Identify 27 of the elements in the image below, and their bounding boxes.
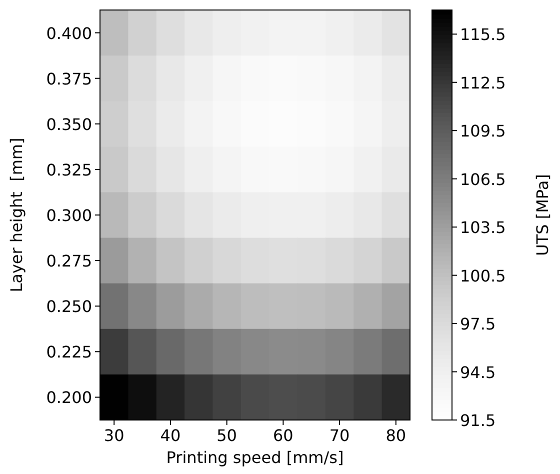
y-tick-label: 0.275 xyxy=(46,252,92,271)
y-tick-label: 0.350 xyxy=(46,114,92,134)
x-tick-label: 60 xyxy=(273,426,294,445)
y-tick-label: 0.250 xyxy=(46,297,92,316)
y-tick-label: 0.400 xyxy=(46,24,92,43)
y-tick-label: 0.300 xyxy=(46,206,92,225)
color-bar-label: 100.5 xyxy=(460,266,506,286)
color-bar-label: 109.5 xyxy=(460,122,506,141)
color-bar-title: UTS [MPa] xyxy=(533,174,552,256)
color-bar-label: 94.5 xyxy=(460,362,496,382)
color-bar-label: 91.5 xyxy=(460,411,496,430)
x-tick-label: 50 xyxy=(216,426,237,445)
x-tick-label: 30 xyxy=(104,426,124,445)
y-tick-label: 0.375 xyxy=(46,69,92,88)
color-bar-label: 103.5 xyxy=(460,218,506,238)
x-tick-label: 80 xyxy=(386,426,406,445)
color-bar-label: 112.5 xyxy=(460,73,506,92)
y-tick-label: 0.200 xyxy=(46,388,92,408)
y-tick-label: 0.325 xyxy=(46,160,92,180)
x-axis-title: Printing speed [mm/s] xyxy=(166,448,344,467)
color-bar-label: 106.5 xyxy=(460,170,506,189)
y-tick-label: 0.225 xyxy=(46,342,92,362)
color-bar-label: 97.5 xyxy=(460,314,496,334)
color-bar-label: 115.5 xyxy=(460,25,506,44)
x-tick-label: 70 xyxy=(329,426,350,445)
x-tick-label: 40 xyxy=(160,426,181,445)
y-axis-title: Layer height [mm] xyxy=(7,138,26,292)
